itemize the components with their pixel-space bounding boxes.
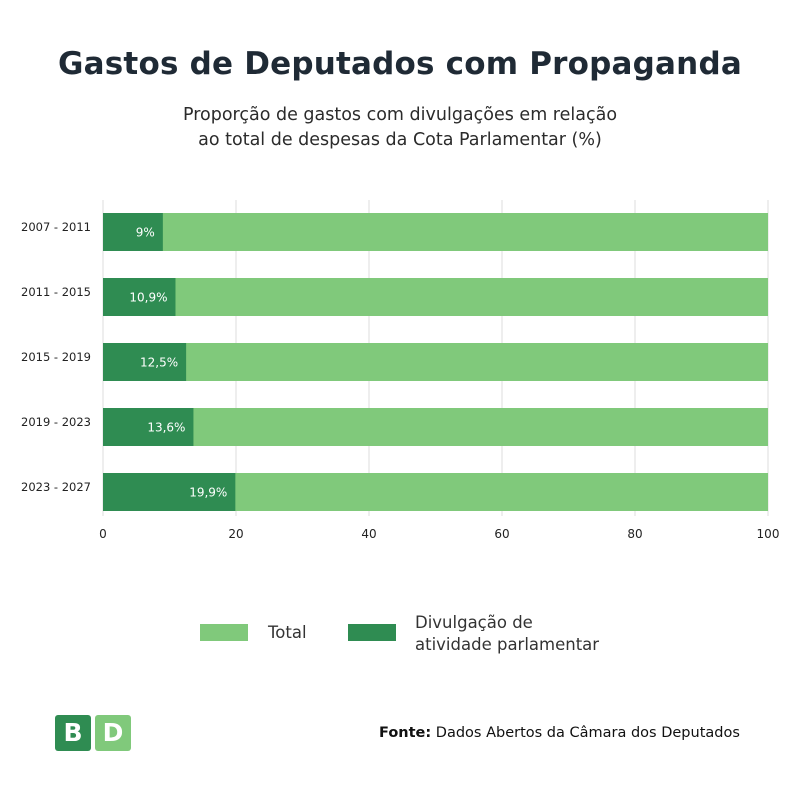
logo-letter-d: D <box>95 715 131 751</box>
bar-divulgacao <box>103 213 163 251</box>
data-label: 9% <box>136 226 155 240</box>
subtitle-line-2: ao total de despesas da Cota Parlamentar… <box>198 130 602 150</box>
x-tick-label: 0 <box>99 527 107 541</box>
y-tick-label: 2015 - 2019 <box>21 350 91 364</box>
bar-divulgacao <box>103 408 194 446</box>
bar-total <box>103 343 768 381</box>
legend-label-total: Total <box>268 623 307 642</box>
y-tick-label: 2007 - 2011 <box>21 220 91 234</box>
data-label: 10,9% <box>129 291 167 305</box>
chart-title: Gastos de Deputados com Propaganda <box>58 46 742 82</box>
data-label: 12,5% <box>140 356 178 370</box>
logo-letter-b: B <box>55 715 91 751</box>
bar-total <box>103 408 768 446</box>
x-tick-label: 100 <box>757 527 780 541</box>
x-tick-label: 80 <box>627 527 642 541</box>
data-label: 19,9% <box>189 486 227 500</box>
x-tick-label: 40 <box>361 527 376 541</box>
y-tick-label: 2019 - 2023 <box>21 415 91 429</box>
legend-swatch-divulgacao <box>348 624 396 641</box>
bar-total <box>103 278 768 316</box>
legend-label-divulgacao-line-1: Divulgação de <box>415 613 533 632</box>
x-tick-label: 20 <box>228 527 243 541</box>
data-label: 13,6% <box>147 421 185 435</box>
chart-subtitle: Proporção de gastos com divulgações em r… <box>0 103 800 153</box>
source-note: Fonte: Dados Abertos da Câmara dos Deput… <box>379 725 740 741</box>
bd-logo: B D <box>55 715 131 751</box>
bar-total <box>103 213 768 251</box>
legend-swatch-total <box>200 624 248 641</box>
y-tick-label: 2011 - 2015 <box>21 285 91 299</box>
bar-divulgacao <box>103 343 187 381</box>
bar-divulgacao <box>103 278 176 316</box>
source-text: Dados Abertos da Câmara dos Deputados <box>431 725 740 741</box>
source-prefix: Fonte: <box>379 725 432 741</box>
x-tick-label: 60 <box>494 527 509 541</box>
subtitle-line-1: Proporção de gastos com divulgações em r… <box>182 105 618 125</box>
y-tick-label: 2023 - 2027 <box>21 480 91 494</box>
legend-label-divulgacao-line-2: atividade parlamentar <box>415 635 600 654</box>
bar-divulgacao <box>103 473 236 511</box>
bar-chart: 9% 2007 - 2011 10,9% 2011 - 2015 12,5% 2015 -… <box>21 200 780 541</box>
legend-item-total: Total <box>200 612 330 664</box>
legend-item-divulgacao: Divulgação de atividade parlamentar <box>348 612 618 664</box>
